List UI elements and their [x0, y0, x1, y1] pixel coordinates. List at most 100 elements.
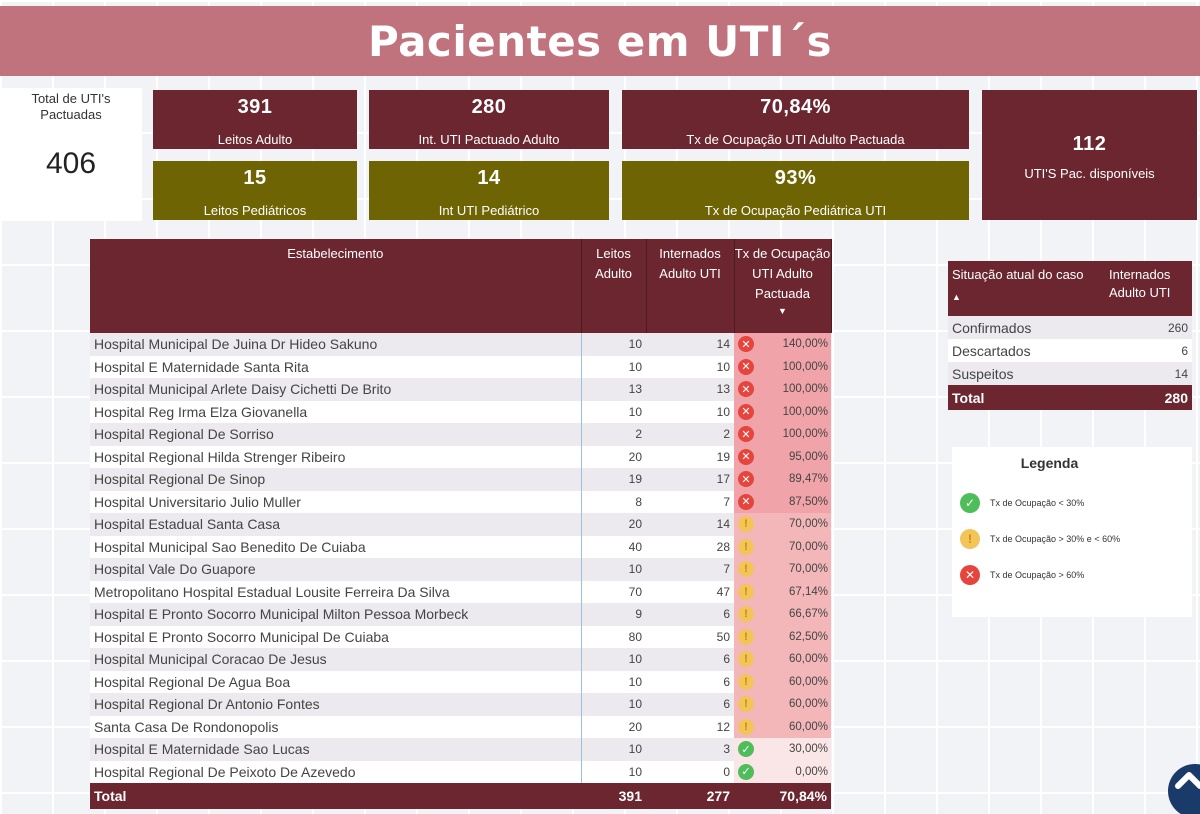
cell-tx-ocupacao: ✕ 89,47%	[734, 468, 831, 491]
total-internados: 277	[646, 783, 734, 809]
table-row[interactable]: Hospital Municipal De Juina Dr Hideo Sak…	[90, 333, 831, 356]
cell-leitos: 10	[628, 359, 642, 374]
check-circle-icon: ✓	[960, 493, 980, 513]
total-leitos: 391	[581, 783, 646, 809]
tx-value: 89,47%	[788, 473, 828, 486]
table-row[interactable]: Hospital Regional Hilda Strenger Ribeiro…	[90, 445, 831, 468]
table-row[interactable]: Hospital Municipal Coracao De Jesus 10 6! 6…	[90, 648, 831, 671]
table-row[interactable]: Hospital Regional De Sorriso 2 2 ✕ 100,00%	[90, 423, 831, 446]
table-row[interactable]: Metropolitano Hospital Estadual Lousite …	[90, 580, 831, 603]
cell-tx-ocupacao: ! 67,14%	[734, 580, 831, 603]
col-header-situacao-label: Situação atual do caso	[952, 267, 1084, 282]
warning-circle-icon: !	[738, 606, 754, 622]
cell-estabelecimento: Hospital E Pronto Socorro Municipal De C…	[90, 625, 582, 648]
kpi-leitos-pediatricos[interactable]: 15 Leitos Pediátricos	[153, 161, 357, 220]
table-row[interactable]: Descartados 6	[948, 339, 1192, 362]
table-total-row: Total 280	[948, 385, 1192, 410]
total-label: Total	[948, 385, 1105, 410]
cell-internados: 7	[723, 562, 730, 577]
col-header-tx[interactable]: Tx de Ocupação UTI Adulto Pactuada ▼	[734, 239, 832, 333]
cell-internados: 19	[716, 449, 730, 464]
x-circle-icon: ✕	[738, 403, 754, 420]
table-row[interactable]: Hospital Regional De Peixoto De Azevedo 1…	[90, 760, 831, 783]
cell-leitos: 10	[628, 562, 642, 577]
cell-tx-ocupacao: ! 70,00%	[734, 558, 831, 581]
warning-circle-icon: !	[738, 516, 754, 532]
table-row[interactable]: Hospital Universitario Julio Muller 8 7 ✕ 87…	[90, 490, 831, 513]
table-row[interactable]: Hospital Regional De Agua Boa 10 6! 60,00%	[90, 670, 831, 693]
cell-internados: 6	[723, 674, 730, 689]
tx-value: 62,50%	[788, 630, 828, 643]
cell-internados: 6	[723, 697, 730, 712]
table-row[interactable]: Hospital Regional De Sinop 19 17 ✕ 89,47%	[90, 468, 831, 491]
cell-leitos: 20	[628, 517, 642, 532]
cell-estabelecimento: Santa Casa De Rondonopolis	[90, 715, 582, 738]
total-utis-label: Total de UTI's Pactuadas	[31, 91, 111, 122]
tx-value: 60,00%	[788, 675, 828, 688]
table-row[interactable]: Santa Casa De Rondonopolis 20 12! 60,00%	[90, 715, 831, 738]
cell-estabelecimento: Hospital E Maternidade Santa Rita	[90, 355, 582, 378]
warning-circle-icon: !	[738, 628, 754, 645]
tx-value: 0,00%	[795, 765, 828, 778]
kpi-leitos-adulto[interactable]: 391 Leitos Adulto	[153, 90, 357, 149]
scroll-top-button[interactable]	[1168, 764, 1200, 814]
table-row[interactable]: Suspeitos 14	[948, 362, 1192, 385]
total-utis-card: Total de UTI's Pactuadas 406	[0, 88, 142, 221]
cell-estabelecimento: Metropolitano Hospital Estadual Lousite …	[90, 580, 582, 603]
cell-estabelecimento: Hospital Regional De Peixoto De Azevedo	[90, 760, 582, 783]
table-row[interactable]: Hospital E Maternidade Santa Rita 10 10 ✕ 10…	[90, 355, 831, 378]
total-label: Total	[90, 783, 581, 809]
table-row[interactable]: Hospital Estadual Santa Casa 20 14! 70,00%	[90, 513, 831, 536]
cell-situacao: Confirmados	[952, 319, 1032, 336]
kpi-tx-pediatrica[interactable]: 93% Tx de Ocupação Pediátrica UTI	[622, 161, 969, 220]
total-value: 280	[1105, 385, 1192, 410]
table-row[interactable]: Hospital E Maternidade Sao Lucas 10 3 ✓ 30,0…	[90, 738, 831, 761]
cell-leitos: 40	[628, 539, 642, 554]
table-row[interactable]: Hospital Municipal Sao Benedito De Cuiab…	[90, 535, 831, 558]
cell-leitos: 10	[628, 652, 642, 667]
legend-panel: Legenda ✓ Tx de Ocupação < 30% ! Tx de O…	[952, 447, 1192, 617]
cell-leitos: 70	[628, 584, 642, 599]
kpi-int-uti-pediatrico[interactable]: 14 Int UTI Pediátrico	[369, 161, 609, 220]
table-header-row: Estabelecimento Leitos Adulto Internados…	[90, 239, 832, 333]
table-row[interactable]: Confirmados 260	[948, 316, 1192, 339]
cell-tx-ocupacao: ✕ 95,00%	[734, 445, 831, 468]
cell-tx-ocupacao: ✕ 100,00%	[734, 423, 831, 446]
cell-leitos: 10	[628, 764, 642, 779]
kpi-utis-disponiveis[interactable]: 112 UTI'S Pac. disponíveis	[982, 90, 1197, 220]
sort-desc-icon[interactable]: ▼	[778, 306, 787, 316]
tx-value: 66,67%	[788, 608, 828, 621]
col-header-leitos[interactable]: Leitos Adulto	[581, 239, 647, 333]
cell-internados: 13	[716, 382, 730, 397]
cell-internados: 12	[716, 719, 730, 734]
sort-asc-icon[interactable]: ▲	[952, 292, 961, 302]
table-header-row: Situação atual do caso ▲ Internados Adul…	[948, 261, 1192, 316]
kpi-tx-adulto[interactable]: 70,84% Tx de Ocupação UTI Adulto Pactuad…	[622, 90, 969, 149]
table-row[interactable]: Hospital Reg Irma Elza Giovanella 10 10 ✕ 10…	[90, 400, 831, 423]
cell-tx-ocupacao: ! 70,00%	[734, 535, 831, 558]
cell-leitos: 80	[628, 629, 642, 644]
cell-tx-ocupacao: ✕ 87,50%	[734, 490, 831, 513]
situation-table: Situação atual do caso ▲ Internados Adul…	[948, 261, 1192, 410]
tx-value: 70,00%	[788, 540, 828, 553]
table-row[interactable]: Hospital Municipal Arlete Daisy Cichetti…	[90, 378, 831, 401]
col-header-internados[interactable]: Internados Adulto UTI	[1105, 261, 1192, 316]
cell-internados: 260	[1167, 320, 1188, 335]
kpi-value: 14	[477, 167, 501, 189]
legend-label: Tx de Ocupação > 30% e < 60%	[990, 534, 1121, 544]
cell-tx-ocupacao: ✕ 100,00%	[734, 400, 831, 423]
col-header-internados[interactable]: Internados Adulto UTI	[646, 239, 735, 333]
kpi-label: Leitos Pediátricos	[203, 203, 307, 218]
kpi-int-uti-adulto[interactable]: 280 Int. UTI Pactuado Adulto	[369, 90, 609, 149]
table-row[interactable]: Hospital E Pronto Socorro Municipal Milt…	[90, 603, 831, 626]
x-circle-icon: ✕	[738, 381, 754, 397]
table-row[interactable]: Hospital Vale Do Guapore 10 7! 70,00%	[90, 558, 831, 581]
col-header-situacao[interactable]: Situação atual do caso ▲	[948, 261, 1105, 316]
warning-circle-icon: !	[960, 529, 980, 549]
table-row[interactable]: Hospital Regional Dr Antonio Fontes 10 6! 6…	[90, 693, 831, 716]
table-row[interactable]: Hospital E Pronto Socorro Municipal De C…	[90, 625, 831, 648]
col-header-estabelecimento[interactable]: Estabelecimento	[90, 239, 582, 333]
legend-item-bad: ✕ Tx de Ocupação > 60%	[960, 565, 1084, 585]
cell-leitos: 9	[635, 607, 642, 622]
legend-item-mid: ! Tx de Ocupação > 30% e < 60%	[960, 529, 1120, 549]
